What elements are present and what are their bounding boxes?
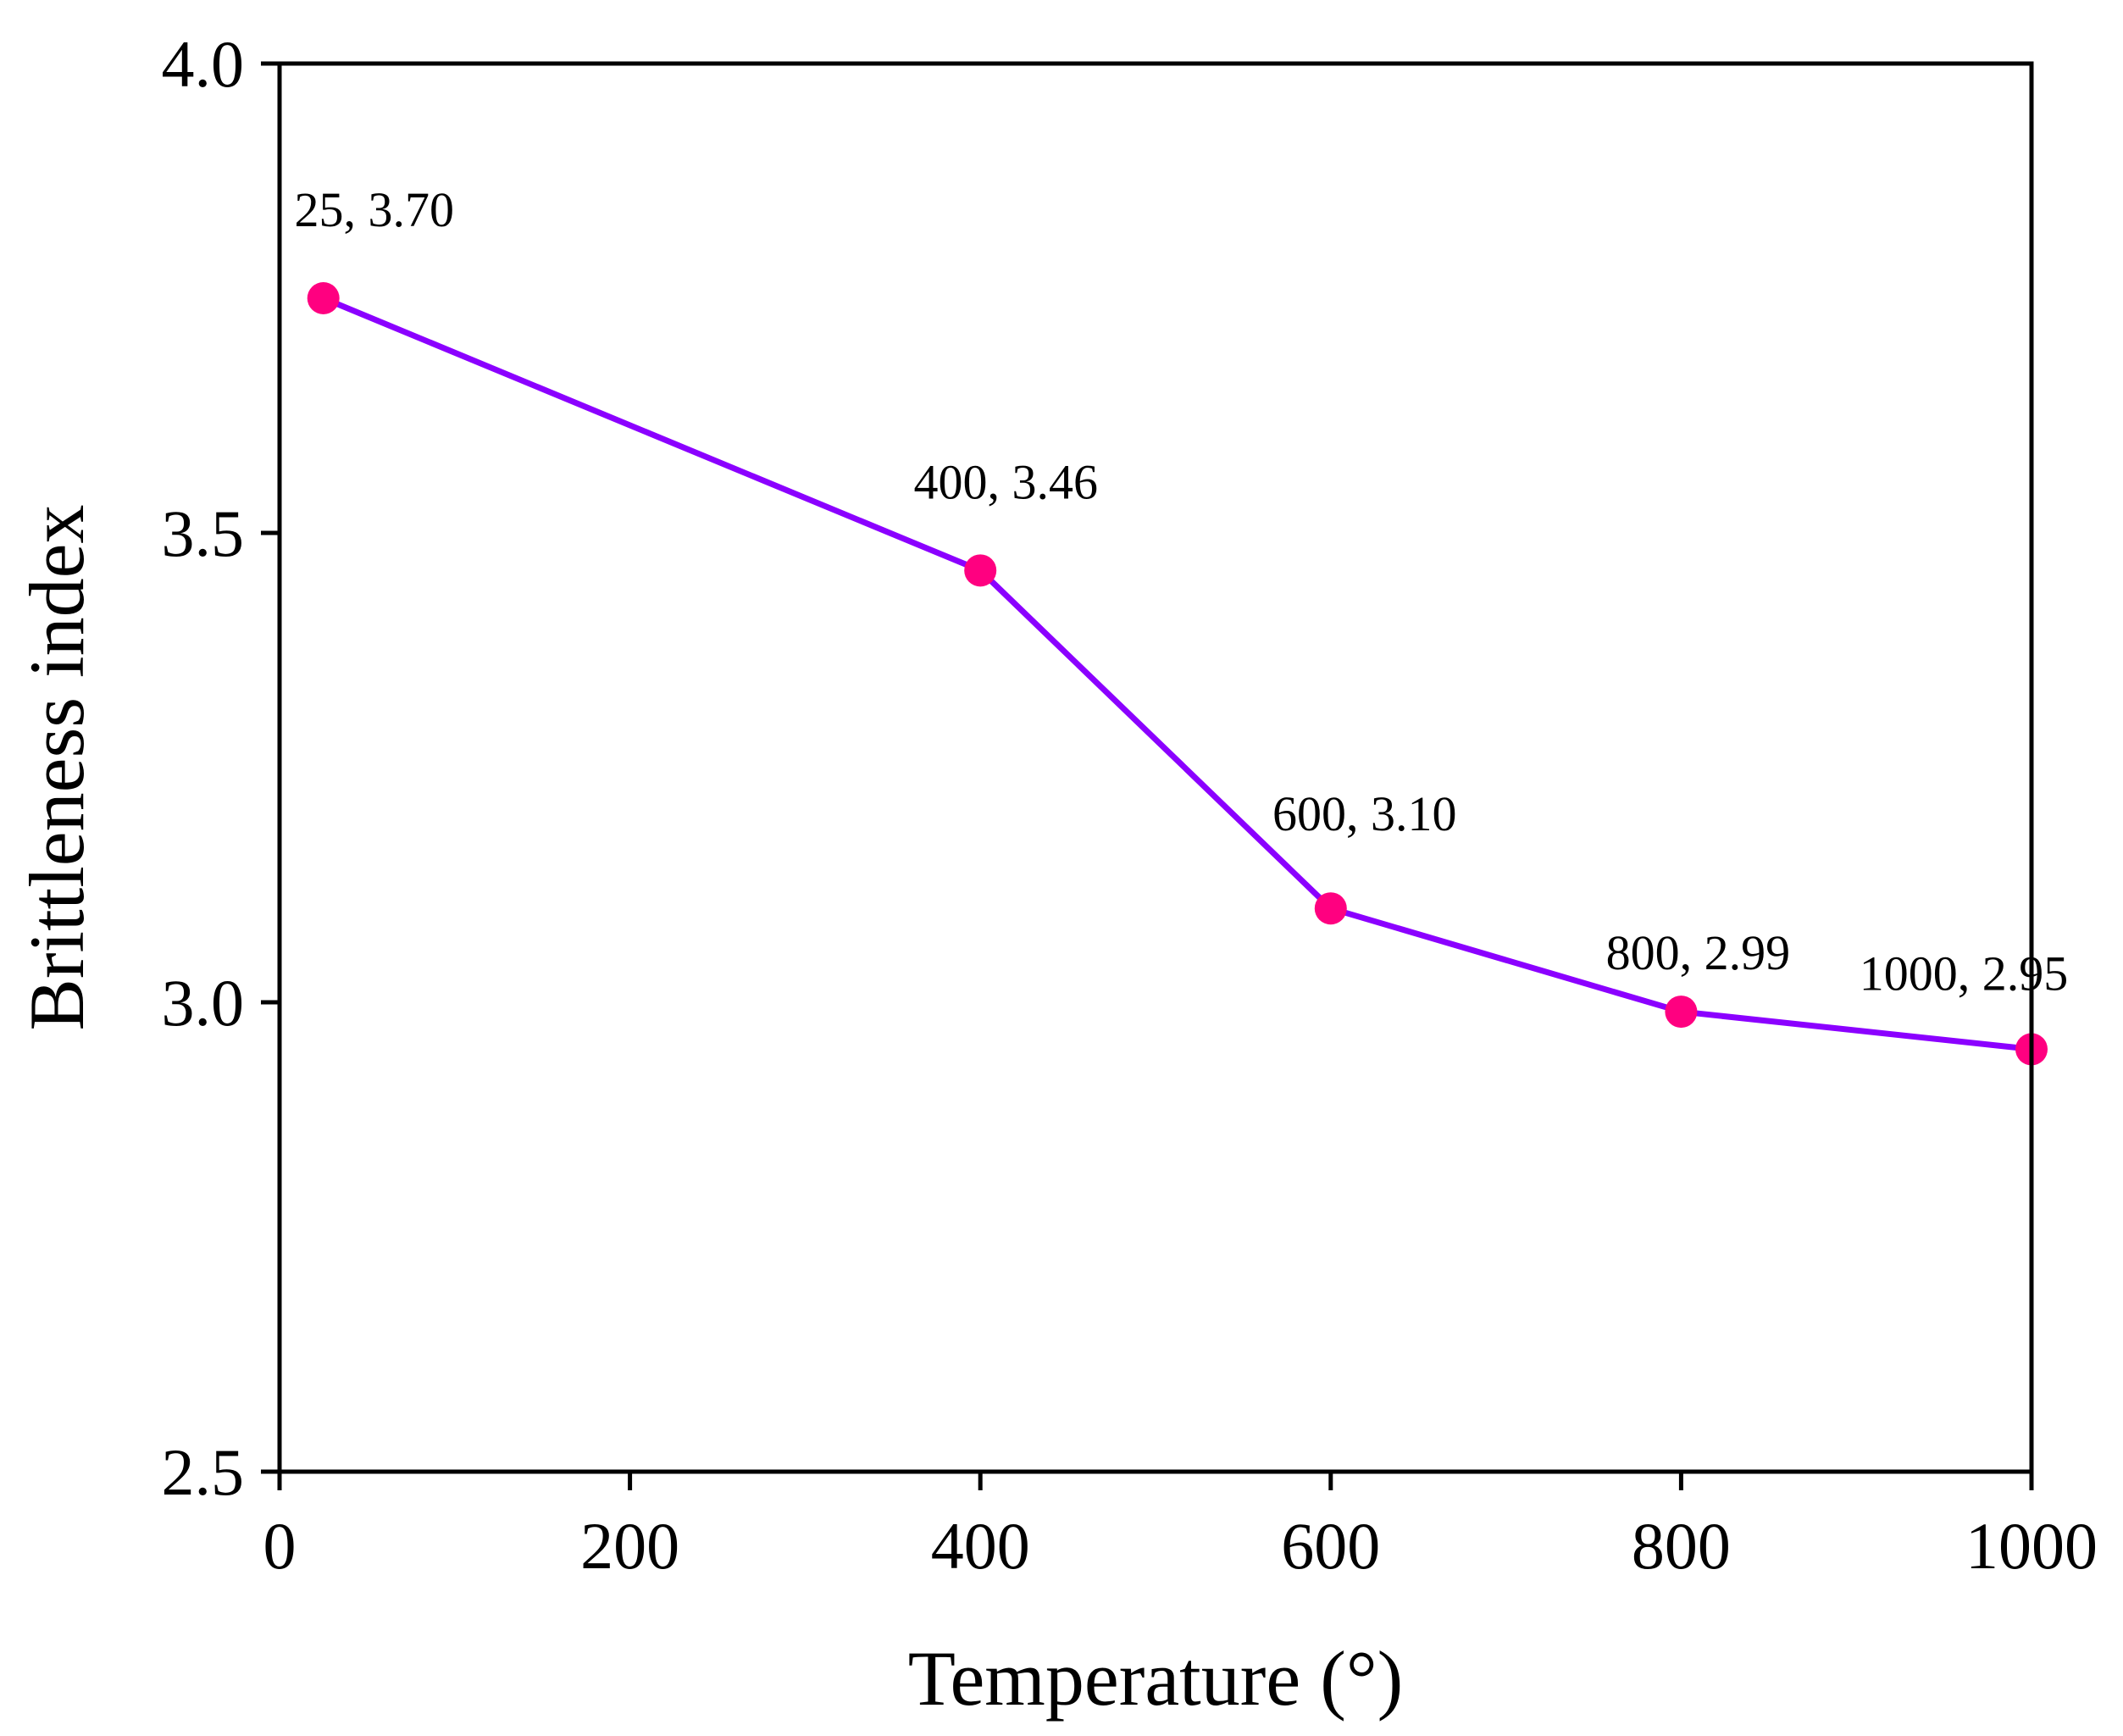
x-tick-label: 0 xyxy=(263,1509,297,1583)
y-tick-label: 2.5 xyxy=(162,1435,245,1509)
y-tick-label: 4.0 xyxy=(162,27,245,101)
data-label: 400, 3.46 xyxy=(913,454,1098,509)
y-axis-title: Brittleness index xyxy=(14,505,100,1031)
x-tick-label: 600 xyxy=(1281,1509,1380,1583)
y-tick-label: 3.0 xyxy=(162,966,245,1040)
data-label: 600, 3.10 xyxy=(1272,786,1457,841)
x-tick-label: 1000 xyxy=(1965,1509,2098,1583)
data-point xyxy=(307,282,340,314)
x-tick-label: 200 xyxy=(580,1509,679,1583)
x-tick-label: 400 xyxy=(931,1509,1030,1583)
data-point xyxy=(964,554,997,587)
y-tick-label: 3.5 xyxy=(162,496,245,570)
data-point xyxy=(1314,892,1347,925)
plot-area: 25, 3.70 400, 3.46 600, 3.10 800, 2.99 1000,… xyxy=(294,182,2069,1066)
plot-frame xyxy=(277,61,2034,1474)
x-tick-label: 800 xyxy=(1632,1509,1731,1583)
data-point xyxy=(1665,996,1698,1029)
x-axis-title: Temperature (°) xyxy=(908,1635,1404,1722)
tick-labels: 0 200 400 600 800 1000 2.5 3.0 3.5 4.0 xyxy=(162,27,2098,1583)
data-label: 1000, 2.95 xyxy=(1860,946,2069,1001)
data-label: 25, 3.70 xyxy=(294,182,454,237)
axes xyxy=(261,61,2034,1490)
data-label: 800, 2.99 xyxy=(1606,925,1791,980)
